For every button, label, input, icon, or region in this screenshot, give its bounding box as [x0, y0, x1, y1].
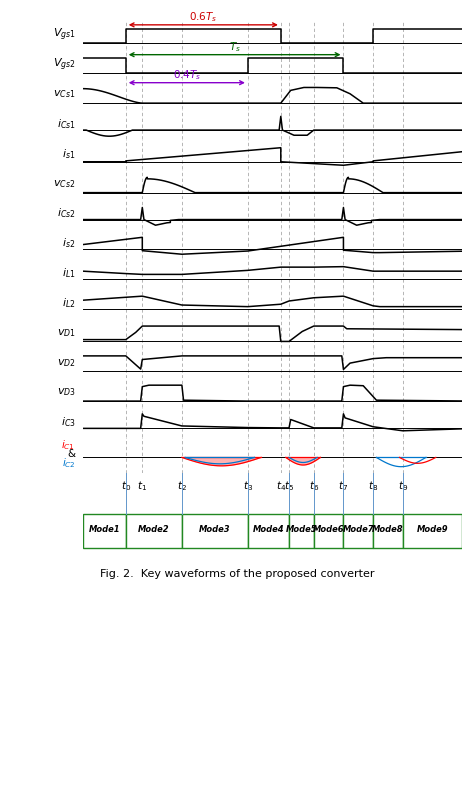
- Text: $i_{C1}$: $i_{C1}$: [62, 438, 75, 452]
- Text: $i_{s2}$: $i_{s2}$: [62, 236, 75, 250]
- Text: $i_{L2}$: $i_{L2}$: [62, 296, 75, 310]
- Text: $0.6T_s$: $0.6T_s$: [189, 10, 218, 24]
- Bar: [248, 513, 289, 548]
- Text: $i_{s1}$: $i_{s1}$: [62, 147, 75, 161]
- Text: $i_{Cs1}$: $i_{Cs1}$: [56, 117, 75, 131]
- Text: Mode3: Mode3: [199, 525, 231, 535]
- Text: Mode4: Mode4: [253, 525, 284, 535]
- Bar: [126, 513, 182, 548]
- Text: $t_{8}$: $t_{8}$: [368, 480, 378, 494]
- Text: Mode9: Mode9: [417, 525, 448, 535]
- Bar: [314, 513, 344, 548]
- Text: $t_{2}$: $t_{2}$: [177, 480, 187, 494]
- Text: $V_{gs1}$: $V_{gs1}$: [53, 27, 75, 42]
- Text: $v_{D3}$: $v_{D3}$: [56, 386, 75, 399]
- Text: Mode1: Mode1: [89, 525, 120, 535]
- Bar: [289, 513, 314, 548]
- Text: &: &: [67, 449, 75, 459]
- Text: $0.4T_s$: $0.4T_s$: [173, 68, 201, 82]
- Text: $i_{L1}$: $i_{L1}$: [62, 266, 75, 280]
- Bar: [83, 513, 126, 548]
- Text: Fig. 2.  Key waveforms of the proposed converter: Fig. 2. Key waveforms of the proposed co…: [100, 569, 374, 579]
- Text: $t_{4}$: $t_{4}$: [276, 480, 286, 494]
- Text: $V_{gs2}$: $V_{gs2}$: [53, 57, 75, 72]
- Text: $t_{5}$: $t_{5}$: [284, 480, 294, 494]
- Text: Mode7: Mode7: [343, 525, 374, 535]
- Text: $v_{D2}$: $v_{D2}$: [57, 356, 75, 369]
- Text: Mode2: Mode2: [138, 525, 170, 535]
- Text: $v_{Cs2}$: $v_{Cs2}$: [53, 177, 75, 190]
- Text: Mode6: Mode6: [313, 525, 345, 535]
- Text: $v_{Cs1}$: $v_{Cs1}$: [53, 88, 75, 100]
- Text: $v_{D1}$: $v_{D1}$: [56, 327, 75, 339]
- Text: Mode5: Mode5: [286, 525, 317, 535]
- Text: Mode8: Mode8: [372, 525, 404, 535]
- Text: $t_{7}$: $t_{7}$: [338, 480, 348, 494]
- Text: $T_s$: $T_s$: [228, 40, 241, 54]
- Text: $t_{0}$: $t_{0}$: [121, 480, 131, 494]
- Text: $i_{Cs2}$: $i_{Cs2}$: [56, 206, 75, 221]
- Bar: [182, 513, 248, 548]
- Bar: [403, 513, 462, 548]
- Text: $t_{3}$: $t_{3}$: [243, 480, 253, 494]
- Bar: [344, 513, 373, 548]
- Text: $i_{C3}$: $i_{C3}$: [61, 415, 75, 429]
- Text: $t_{1}$: $t_{1}$: [137, 480, 147, 494]
- Text: $t_{9}$: $t_{9}$: [398, 480, 408, 494]
- Bar: [373, 513, 403, 548]
- Text: $i_{C2}$: $i_{C2}$: [62, 457, 75, 470]
- Text: $t_{6}$: $t_{6}$: [309, 480, 319, 494]
